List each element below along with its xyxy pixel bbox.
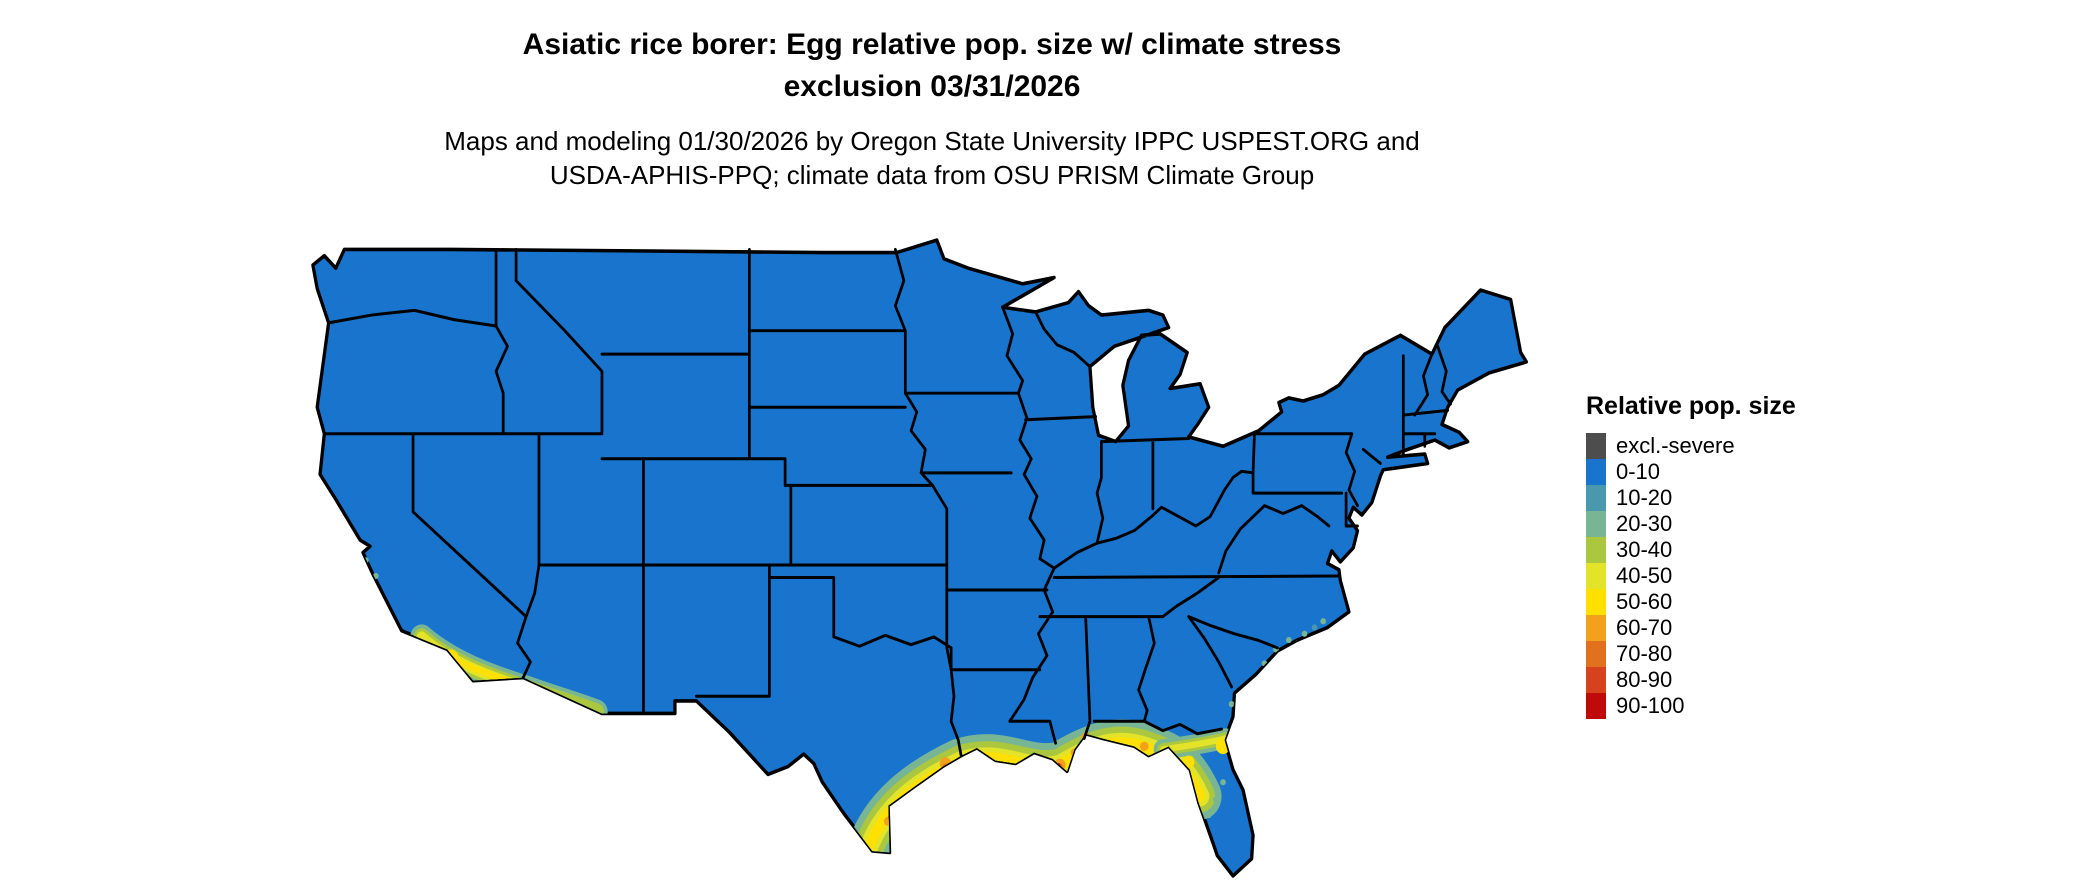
legend-swatch	[1586, 615, 1606, 641]
legend-item: 0-10	[1586, 459, 1886, 485]
legend-item: 30-40	[1586, 537, 1886, 563]
legend-swatch	[1586, 563, 1606, 589]
legend-swatch	[1586, 459, 1606, 485]
legend-item-label: 50-60	[1616, 589, 1673, 614]
state-borders-path	[322, 247, 1452, 758]
hotspot-gulf-20-30	[846, 719, 1222, 873]
legend-item-label: 90-100	[1616, 693, 1685, 718]
map-subtitle: Maps and modeling 01/30/2026 by Oregon S…	[0, 124, 1864, 192]
legend-swatch	[1586, 485, 1606, 511]
legend-item-label: 0-10	[1616, 459, 1661, 484]
legend-swatch	[1586, 537, 1606, 563]
legend-items: excl.-severe 0-10 10-20 20-30 30-40 40-50 50-6…	[1586, 433, 1886, 719]
map-title: Asiatic rice borer: Egg relative pop. si…	[0, 24, 1864, 108]
us-land-path	[311, 238, 1529, 878]
legend-item-label: 20-30	[1616, 511, 1673, 536]
legend-item: 60-70	[1586, 615, 1886, 641]
legend-swatch	[1586, 433, 1606, 459]
us-map	[300, 226, 1545, 890]
map-title-line2: exclusion 03/31/2026	[783, 70, 1081, 103]
legend-item: 40-50	[1586, 563, 1886, 589]
map-subtitle-line1: Maps and modeling 01/30/2026 by Oregon S…	[444, 126, 1420, 156]
legend-item: 90-100	[1586, 693, 1886, 719]
legend-item-label: 40-50	[1616, 563, 1673, 588]
legend-item: 80-90	[1586, 667, 1886, 693]
legend-item-label: excl.-severe	[1616, 433, 1735, 458]
legend: Relative pop. size excl.-severe 0-10 10-20…	[1586, 392, 1886, 719]
legend-item-label: 70-80	[1616, 641, 1673, 666]
legend-item: 20-30	[1586, 511, 1886, 537]
us-map-svg	[311, 238, 1529, 878]
legend-item: 10-20	[1586, 485, 1886, 511]
legend-swatch	[1586, 667, 1606, 693]
legend-item-label: 60-70	[1616, 615, 1673, 640]
legend-swatch	[1586, 641, 1606, 667]
legend-swatch	[1586, 589, 1606, 615]
legend-item: 70-80	[1586, 641, 1886, 667]
legend-swatch	[1586, 511, 1606, 537]
map-title-line1: Asiatic rice borer: Egg relative pop. si…	[522, 28, 1342, 61]
legend-item: excl.-severe	[1586, 433, 1886, 459]
legend-item-label: 30-40	[1616, 537, 1673, 562]
legend-item-label: 80-90	[1616, 667, 1673, 692]
legend-swatch	[1586, 693, 1606, 719]
hotspot-deep-orange-spots	[942, 763, 1063, 770]
legend-item-label: 10-20	[1616, 485, 1673, 510]
legend-item: 50-60	[1586, 589, 1886, 615]
map-subtitle-line2: USDA-APHIS-PPQ; climate data from OSU PR…	[549, 160, 1315, 190]
legend-title: Relative pop. size	[1586, 392, 1796, 420]
